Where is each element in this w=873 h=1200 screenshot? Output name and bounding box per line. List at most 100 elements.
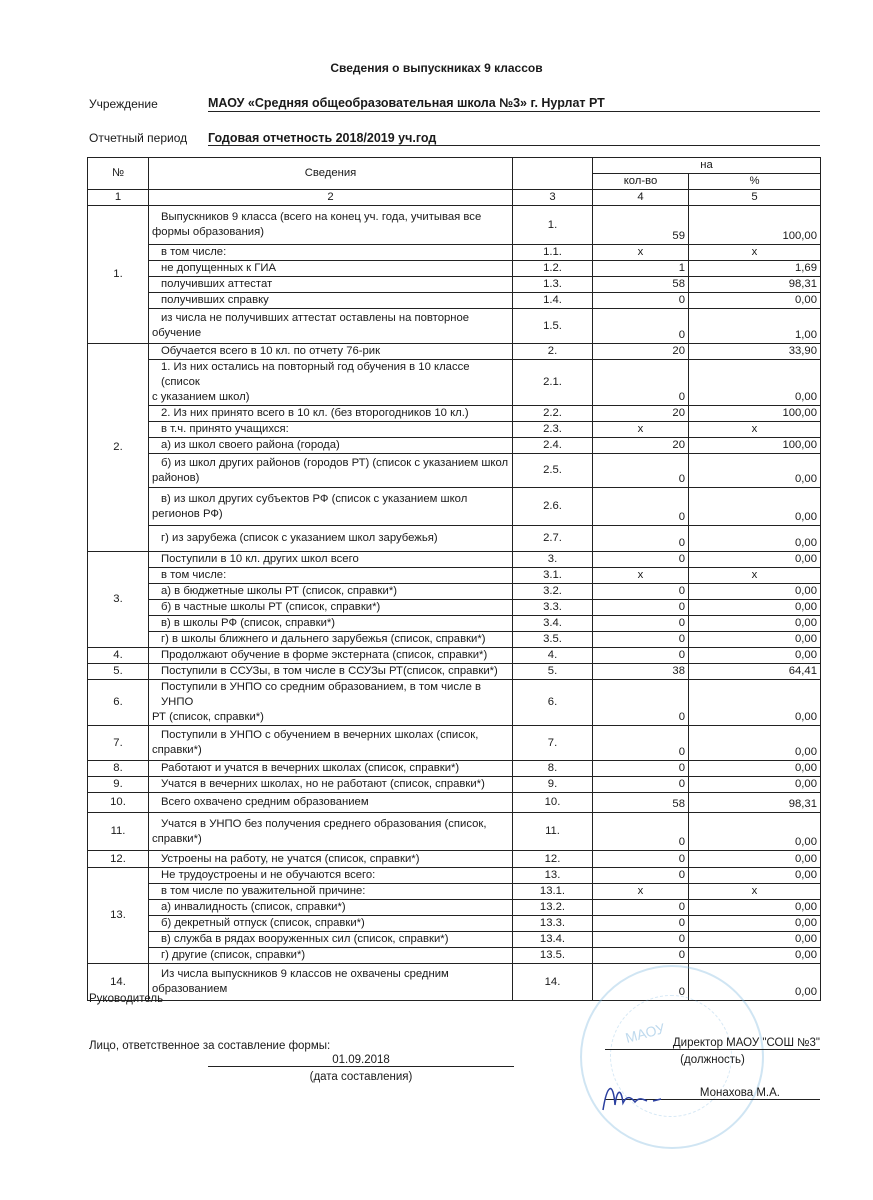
row-percent: 100,00 <box>688 205 821 245</box>
description-line: Поступили в ССУЗы, в том числе в ССУЗы Р… <box>161 665 498 677</box>
description-line: в) из школ других субъектов РФ (список с… <box>161 492 468 505</box>
table-row: б) декретный отпуск (список, справки*) 13… <box>88 915 821 932</box>
row-code: 1.5. <box>512 308 593 344</box>
row-code: 3.3. <box>512 599 593 616</box>
row-code: 2.7. <box>512 525 593 552</box>
row-code: 13.1. <box>512 883 593 900</box>
table-row: г) другие (список, справки*) 13.5. 0 0,00 <box>88 947 821 964</box>
row-percent: 98,31 <box>688 276 821 293</box>
institution-label: Учреждение <box>89 97 158 111</box>
row-code: 6. <box>512 679 593 726</box>
description-line: в) в школы РФ (список, справки*) <box>161 617 336 629</box>
description-line: Выпускников 9 класса (всего на конец уч.… <box>161 211 482 223</box>
description-line: Учатся в вечерних школах, но не работают… <box>161 778 485 790</box>
graduates-table: № Сведения на кол-во % 1 2 3 4 5 1. Выпус… <box>87 157 821 1001</box>
table-row: получивших аттестат 1.3. 58 98,31 <box>88 276 821 293</box>
row-description: г) в школы ближнего и дальнего зарубежья… <box>148 631 513 648</box>
row-count: 20 <box>592 437 689 454</box>
document-title: Сведения о выпускниках 9 классов <box>330 61 543 75</box>
period-value: Годовая отчетность 2018/2019 уч.год <box>208 131 437 145</box>
row-description: не допущенных к ГИА <box>148 260 513 277</box>
institution-field: МАОУ «Средняя общеобразовательная школа … <box>208 94 820 112</box>
row-description: г) другие (список, справки*) <box>148 947 513 964</box>
row-code: 3. <box>512 551 593 568</box>
row-count: 0 <box>592 525 689 552</box>
table-row: г) в школы ближнего и дальнего зарубежья… <box>88 631 821 648</box>
row-description: а) из школ своего района (города) <box>148 437 513 454</box>
row-description: в) из школ других субъектов РФ (список с… <box>148 487 513 526</box>
description-line: Из числа выпускников 9 классов не охваче… <box>161 968 449 980</box>
table-row: в) из школ других субъектов РФ (список с… <box>88 487 821 526</box>
row-group-number: 6. <box>87 679 149 726</box>
row-description: получивших аттестат <box>148 276 513 293</box>
row-count: 0 <box>592 453 689 488</box>
row-percent: 0,00 <box>688 679 821 726</box>
row-description: Учатся в вечерних школах, но не работают… <box>148 776 513 793</box>
row-description: Из числа выпускников 9 классов не охваче… <box>148 963 513 1001</box>
row-percent: 0,00 <box>688 776 821 793</box>
row-code: 13.5. <box>512 947 593 964</box>
row-description: Всего охвачено средним образованием <box>148 792 513 813</box>
table-row: 3. Поступили в 10 кл. других школ всего 3.… <box>87 551 821 648</box>
row-description: в т.ч. принято учащихся: <box>148 421 513 438</box>
row-count: 38 <box>592 663 689 680</box>
description-line: в том числе: <box>161 569 227 581</box>
row-description: в том числе: <box>148 567 513 584</box>
row-code: 2.6. <box>512 487 593 526</box>
row-group-number: 12. <box>87 850 149 868</box>
description-line: Поступили в УНПО со средним образованием… <box>161 681 481 708</box>
date-value: 01.09.2018 <box>208 1054 514 1067</box>
description-line: обучение <box>152 327 202 339</box>
row-percent: 0,00 <box>688 931 821 948</box>
row-code: 13.2. <box>512 899 593 916</box>
row-count: 20 <box>592 343 689 360</box>
row-code: 9. <box>512 776 593 793</box>
description-line: г) в школы ближнего и дальнего зарубежья… <box>161 633 486 645</box>
row-count: 0 <box>592 679 689 726</box>
header-count: кол-во <box>592 173 689 190</box>
row-count: 0 <box>592 812 689 851</box>
row-group-number: 14. <box>87 963 149 1001</box>
table-row: а) из школ своего района (города) 2.4. 20 1… <box>88 437 821 454</box>
row-count: 0 <box>592 308 689 344</box>
row-group-number: 7. <box>87 725 149 761</box>
description-line: регионов РФ) <box>152 507 223 520</box>
row-count: 59 <box>592 205 689 245</box>
table-row: г) из зарубежа (список с указанием школ … <box>88 525 821 552</box>
row-code: 1.3. <box>512 276 593 293</box>
row-group-number: 11. <box>87 812 149 851</box>
institution-value: МАОУ «Средняя общеобразовательная школа … <box>208 96 605 110</box>
description-line: Работают и учатся в вечерних школах (спи… <box>161 762 460 774</box>
row-count: x <box>592 567 689 584</box>
row-group-number: 5. <box>87 663 149 680</box>
row-code: 4. <box>512 647 593 664</box>
description-line: Всего охвачено средним образованием <box>161 796 369 808</box>
description-line: б) из школ других районов (городов РТ) (… <box>161 456 509 469</box>
row-group-number: 3. <box>87 551 149 648</box>
row-code: 1. <box>512 205 593 245</box>
row-code: 11. <box>512 812 593 851</box>
description-line: Продолжают обучение в форме экстерната (… <box>161 649 488 661</box>
table-row: не допущенных к ГИА 1.2. 1 1,69 <box>88 260 821 277</box>
row-percent: 0,00 <box>688 453 821 488</box>
row-percent: 0,00 <box>688 551 821 568</box>
row-description: Учатся в УНПО без получения среднего обр… <box>148 812 513 851</box>
responsible-label: Лицо, ответственное за составление формы… <box>89 1040 331 1052</box>
row-percent: 0,00 <box>688 647 821 664</box>
row-description: 2. Из них принято всего в 10 кл. (без вт… <box>148 405 513 422</box>
row-group-number: 13. <box>87 867 149 964</box>
description-line: в том числе: <box>161 246 227 258</box>
row-percent: 64,41 <box>688 663 821 680</box>
position-value: Директор МАОУ "СОШ №3" <box>605 1037 820 1050</box>
signatory-name: Монахова М.А. <box>605 1087 820 1100</box>
description-line: из числа не получивших аттестат оставлен… <box>161 312 470 324</box>
row-count: 0 <box>592 631 689 648</box>
row-percent: 1,00 <box>688 308 821 344</box>
header-num: № <box>87 157 149 190</box>
description-line: 2. Из них принято всего в 10 кл. (без вт… <box>161 407 469 419</box>
row-code: 8. <box>512 760 593 777</box>
description-line: Учатся в УНПО без получения среднего обр… <box>161 817 487 830</box>
row-description: в) в школы РФ (список, справки*) <box>148 615 513 632</box>
table-row: 4. Продолжают обучение в форме экстерната… <box>87 647 821 664</box>
description-line: справки*) <box>152 832 202 845</box>
